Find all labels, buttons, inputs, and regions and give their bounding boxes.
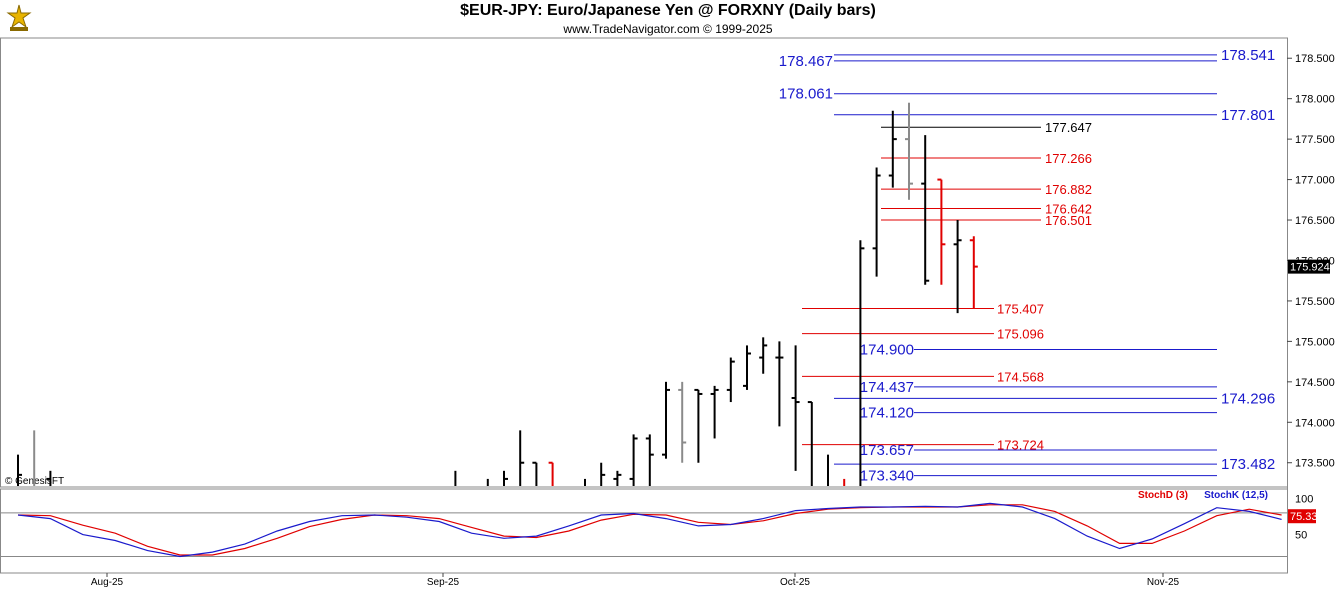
level-mid-label: 177.647 <box>1045 120 1092 135</box>
y-tick-label: 178.500 <box>1295 53 1335 65</box>
stoch-k-line <box>17 502 1282 558</box>
stoch-d-legend: StochD (3) <box>1138 490 1188 501</box>
x-tick-label: Oct-25 <box>780 577 810 588</box>
trade-navigator-logo-icon <box>6 4 32 31</box>
y-tick-label: 174.000 <box>1295 417 1335 429</box>
y-tick-label: 174.500 <box>1295 377 1335 389</box>
level-mid-label: 176.501 <box>1045 213 1092 228</box>
price-panel <box>0 37 1288 488</box>
level-right-label: 177.801 <box>1221 107 1275 124</box>
y-tick-label: 175.500 <box>1295 296 1335 308</box>
level-left-label: 178.061 <box>779 86 833 103</box>
level-low-label: 174.568 <box>997 369 1044 384</box>
chart-subtitle: www.TradeNavigator.com © 1999-2025 <box>563 22 773 36</box>
level-low-label: 173.724 <box>997 438 1044 453</box>
level-left-label: 174.437 <box>860 379 914 396</box>
level-right-label: 178.541 <box>1221 47 1275 64</box>
y-tick-label: 177.000 <box>1295 175 1335 187</box>
stoch-last-label: 75.33 <box>1290 511 1318 523</box>
stoch-d-line <box>17 504 1282 556</box>
stochastic-panel <box>0 488 1288 574</box>
y-tick-label: 176.500 <box>1295 215 1335 227</box>
y-tick-label: 178.000 <box>1295 94 1335 106</box>
y-tick-label: 177.500 <box>1295 134 1335 146</box>
level-left-label: 173.657 <box>860 442 914 459</box>
level-mid-label: 176.882 <box>1045 182 1092 197</box>
level-mid-label: 176.642 <box>1045 202 1092 217</box>
level-low-label: 175.407 <box>997 301 1044 316</box>
level-left-label: 174.900 <box>860 341 914 358</box>
x-tick-label: Nov-25 <box>1147 577 1180 588</box>
level-right-label: 173.482 <box>1221 456 1275 473</box>
stoch-last-box <box>1288 509 1316 524</box>
level-low-label: 175.096 <box>997 327 1044 342</box>
chart-title: $EUR-JPY: Euro/Japanese Yen @ FORXNY (Da… <box>460 2 876 19</box>
last-price-box <box>1288 259 1330 274</box>
level-left-label: 173.340 <box>860 468 914 485</box>
last-price-label: 175.924 <box>1290 262 1330 274</box>
y-tick-label: 175.000 <box>1295 336 1335 348</box>
stoch-tick-label: 50 <box>1295 530 1307 542</box>
x-tick-label: Sep-25 <box>427 577 460 588</box>
y-tick-label: 173.500 <box>1295 458 1335 470</box>
level-right-label: 174.296 <box>1221 390 1275 407</box>
level-left-label: 178.467 <box>779 53 833 70</box>
x-tick-label: Aug-25 <box>91 577 124 588</box>
level-mid-label: 177.266 <box>1045 151 1092 166</box>
stoch-tick-label: 100 <box>1295 493 1313 505</box>
stoch-k-legend: StochK (12,5) <box>1204 490 1268 501</box>
level-left-label: 174.120 <box>860 405 914 422</box>
